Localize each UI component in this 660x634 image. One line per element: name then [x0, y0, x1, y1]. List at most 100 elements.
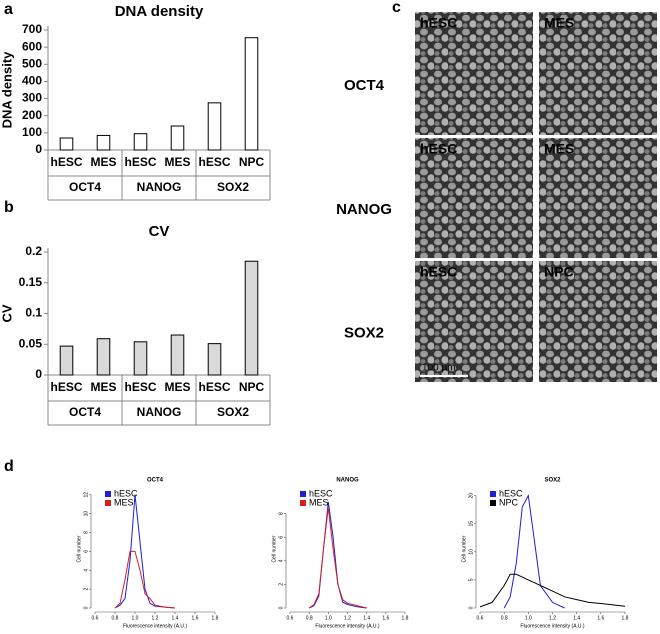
legend-swatch [490, 500, 496, 506]
x-tick-label: MES [90, 380, 116, 394]
legend-label: hESC [309, 488, 333, 498]
x-tick-label: 1.4 [573, 615, 580, 621]
chart-title: SOX2 [544, 478, 561, 484]
legend-label: MES [309, 497, 329, 507]
y-tick-label: 8 [83, 531, 89, 534]
x-tick-label: MES [164, 380, 190, 394]
y-tick-label: 10 [468, 549, 474, 555]
x-tick-label: hESC [124, 380, 156, 394]
bar [133, 133, 148, 151]
legend-label: hESC [114, 488, 138, 498]
x-tick-label: MES [90, 155, 116, 169]
x-tick-label: 1.8 [622, 615, 629, 621]
group-label: NANOG [137, 180, 182, 194]
y-tick-label: 0.15 [19, 275, 43, 289]
chart-title: OCT4 [147, 478, 164, 484]
row-label: OCT4 [344, 77, 385, 94]
micrograph [539, 261, 657, 382]
group-label: OCT4 [69, 180, 101, 194]
x-tick-label: 1.2 [344, 615, 351, 621]
line-series [114, 494, 176, 609]
panel-label: a [4, 1, 13, 18]
y-tick-label: 4 [278, 559, 284, 562]
y-tick-label: 0.1 [25, 306, 42, 320]
x-axis-label: Fluorescence intensity (A.U.) [315, 623, 380, 629]
y-tick-label: 0.2 [25, 244, 42, 258]
row-label: SOX2 [344, 325, 384, 342]
micrograph-label: hESC [420, 141, 457, 157]
x-tick-label: 1.6 [597, 615, 604, 621]
x-tick-label: 0.8 [112, 615, 119, 621]
x-tick-label: 1.4 [172, 615, 179, 621]
chart-title: CV [149, 223, 170, 240]
x-tick-label: 0.8 [306, 615, 313, 621]
bar [244, 260, 259, 376]
y-tick-label: 0 [278, 606, 284, 609]
y-axis-label: Cell number [76, 535, 82, 562]
group-label: NANOG [137, 405, 182, 419]
y-axis-label: CV [0, 304, 14, 322]
legend-swatch [490, 491, 496, 497]
y-axis-label: Cell number [271, 535, 277, 562]
y-tick-label: 20 [468, 493, 474, 499]
y-axis-label: Cell number [461, 535, 467, 562]
x-tick-label: NPC [239, 155, 265, 169]
x-tick-label: 1.0 [325, 615, 332, 621]
y-tick-label: 8 [278, 512, 284, 515]
line-series [503, 493, 565, 609]
x-tick-label: 1.0 [525, 615, 532, 621]
micrograph-label: hESC [420, 264, 457, 280]
x-tick-label: 1.0 [132, 615, 139, 621]
micrograph [539, 12, 657, 135]
line-series [479, 573, 626, 608]
x-axis-label: Fluorescence intensity (A.U.) [520, 623, 585, 629]
scale-bar-label: 100 µm [422, 363, 456, 374]
panel-label: c [392, 0, 401, 16]
panel-label: b [4, 199, 14, 216]
micrograph-label: hESC [420, 15, 457, 31]
x-tick-label: 0.6 [287, 615, 294, 621]
y-tick-label: 0.05 [19, 336, 43, 350]
x-tick-label: 0.6 [477, 615, 484, 621]
panel-label: d [4, 458, 14, 475]
micrograph-label: NPC [544, 264, 574, 280]
y-tick-label: 300 [22, 91, 42, 105]
y-tick-label: 700 [22, 22, 42, 36]
bar [59, 137, 74, 151]
x-tick-label: 0.6 [92, 615, 99, 621]
x-tick-label: 1.2 [549, 615, 556, 621]
x-tick-label: hESC [198, 155, 230, 169]
legend-swatch [105, 500, 111, 506]
group-label: SOX2 [217, 180, 249, 194]
legend-label: NPC [499, 497, 519, 507]
y-tick-label: 5 [468, 578, 474, 581]
legend-label: hESC [499, 488, 523, 498]
y-tick-label: 600 [22, 39, 42, 53]
x-tick-label: hESC [124, 155, 156, 169]
x-tick-label: MES [164, 155, 190, 169]
line-series [114, 550, 176, 609]
y-tick-label: 500 [22, 56, 42, 70]
micrograph [539, 138, 657, 258]
micrograph [415, 138, 533, 258]
bar [133, 341, 148, 376]
bar [170, 125, 185, 151]
x-tick-label: 1.4 [363, 615, 370, 621]
chart-title: DNA density [115, 3, 204, 20]
y-tick-label: 200 [22, 108, 42, 122]
group-label: SOX2 [217, 405, 249, 419]
legend-label: MES [114, 497, 134, 507]
x-tick-label: hESC [50, 155, 82, 169]
bar [96, 338, 111, 376]
y-tick-label: 100 [22, 125, 42, 139]
y-tick-label: 12 [83, 492, 89, 498]
bar [207, 343, 222, 376]
x-axis-label: Fluorescence intensity (A.U.) [123, 623, 188, 629]
legend-swatch [105, 491, 111, 497]
y-tick-label: 10 [83, 511, 89, 517]
x-tick-label: NPC [239, 380, 265, 394]
micrograph-label: MES [544, 15, 574, 31]
bar [59, 345, 74, 376]
legend-swatch [300, 500, 306, 506]
